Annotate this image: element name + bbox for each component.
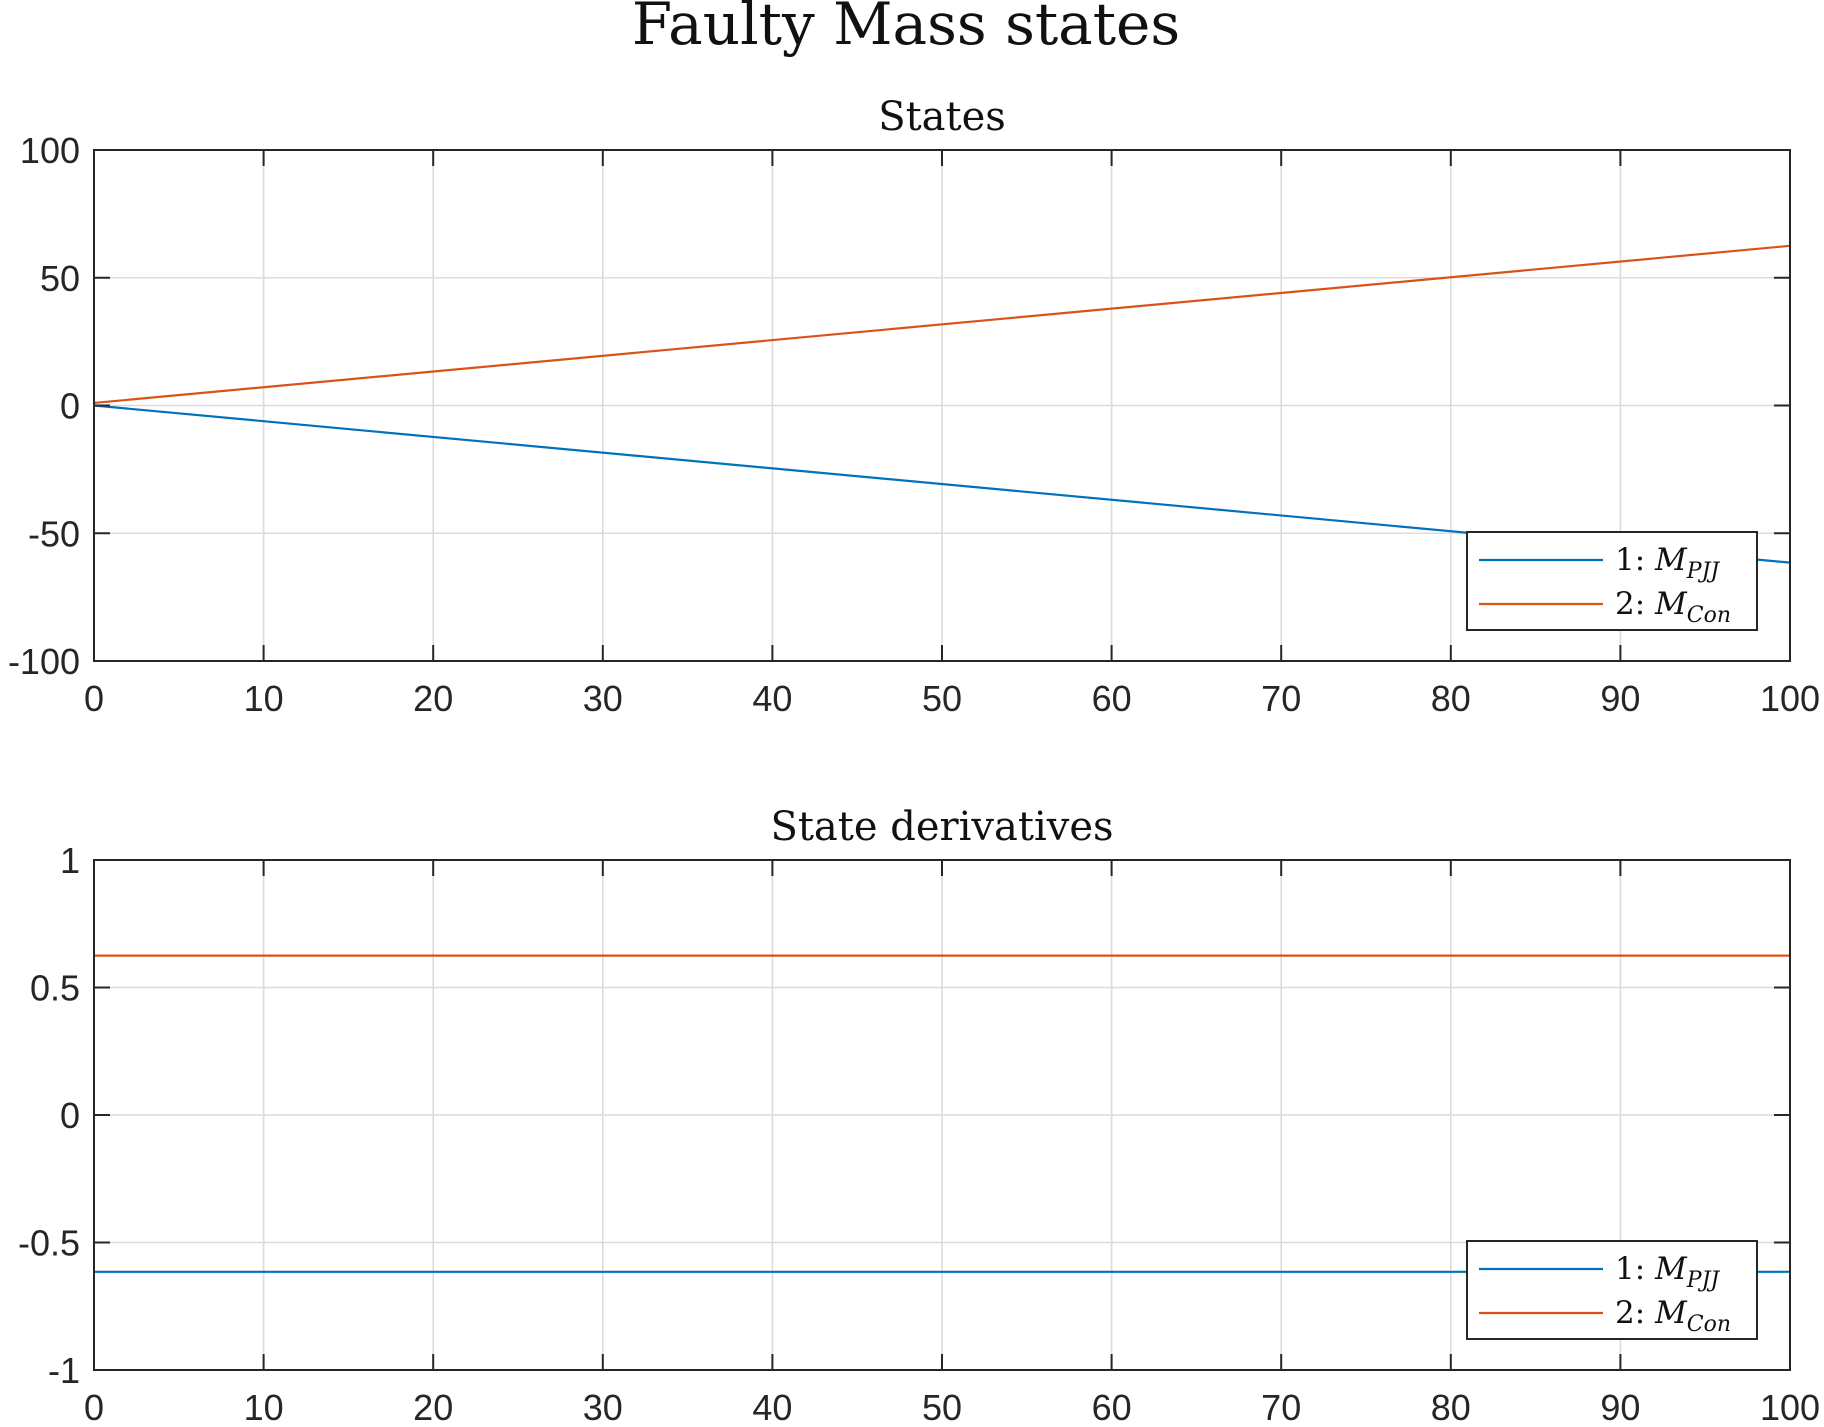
x-tick-label: 90 [1600, 1387, 1640, 1427]
y-tick-label: -0.5 [18, 1223, 80, 1264]
legend-box [1466, 1240, 1758, 1340]
x-tick-label: 60 [1092, 1387, 1132, 1427]
legend-entry-2: 2: MCon [1615, 1295, 1731, 1337]
legend-symbol: M [1654, 1295, 1688, 1331]
legend-prefix: 1: [1615, 542, 1655, 578]
x-tick-label: 40 [752, 678, 792, 719]
y-tick-label: 0 [60, 1095, 80, 1136]
x-tick-label: 20 [413, 1387, 453, 1427]
x-tick-label: 50 [922, 678, 962, 719]
x-tick-label: 90 [1600, 678, 1640, 719]
legend-symbol: M [1654, 1251, 1688, 1287]
x-tick-label: 0 [84, 1387, 104, 1427]
x-tick-label: 50 [922, 1387, 962, 1427]
figure-title: Faulty Mass states [632, 0, 1180, 58]
x-tick-label: 80 [1431, 678, 1471, 719]
y-tick-label: 100 [20, 130, 80, 171]
x-tick-label: 30 [583, 678, 623, 719]
x-tick-label: 60 [1092, 678, 1132, 719]
legend-subscript: Con [1687, 1312, 1731, 1337]
legend-subscript: PJJ [1686, 1268, 1721, 1293]
subplot-title: State derivatives [770, 804, 1113, 850]
y-tick-label: -1 [48, 1350, 80, 1391]
legend-prefix: 2: [1615, 1295, 1655, 1331]
y-tick-label: -100 [8, 641, 80, 682]
series-line-2 [94, 244, 1790, 405]
x-tick-label: 100 [1760, 1387, 1820, 1427]
x-tick-label: 80 [1431, 1387, 1471, 1427]
x-tick-label: 10 [244, 678, 284, 719]
legend-entry-1: 1: MPJJ [1615, 542, 1720, 584]
x-tick-label: 100 [1760, 678, 1820, 719]
y-tick-label: 1 [60, 840, 80, 881]
y-tick-label: 50 [40, 258, 80, 299]
y-tick-label: 0.5 [30, 968, 80, 1009]
legend-entry-2: 2: MCon [1615, 586, 1731, 628]
legend-subscript: PJJ [1686, 559, 1721, 584]
x-tick-label: 10 [244, 1387, 284, 1427]
legend-box [1466, 531, 1758, 631]
x-tick-label: 70 [1261, 678, 1301, 719]
x-tick-label: 40 [752, 1387, 792, 1427]
subplot-title: States [878, 94, 1006, 140]
x-tick-label: 20 [413, 678, 453, 719]
legend-prefix: 1: [1615, 1251, 1655, 1287]
legend-entry-1: 1: MPJJ [1615, 1251, 1720, 1293]
legend-symbol: M [1654, 542, 1688, 578]
legend-subscript: Con [1687, 603, 1731, 628]
x-tick-label: 70 [1261, 1387, 1301, 1427]
subplot-1: States 0 10 20 30 40 50 60 70 80 90 100 -100 -50 0 50 10… [8, 94, 1820, 719]
y-tick-label: -50 [28, 513, 80, 554]
legend-prefix: 2: [1615, 586, 1655, 622]
x-tick-label: 30 [583, 1387, 623, 1427]
x-tick-label: 0 [84, 678, 104, 719]
legend-symbol: M [1654, 586, 1688, 622]
y-tick-label: 0 [60, 386, 80, 427]
